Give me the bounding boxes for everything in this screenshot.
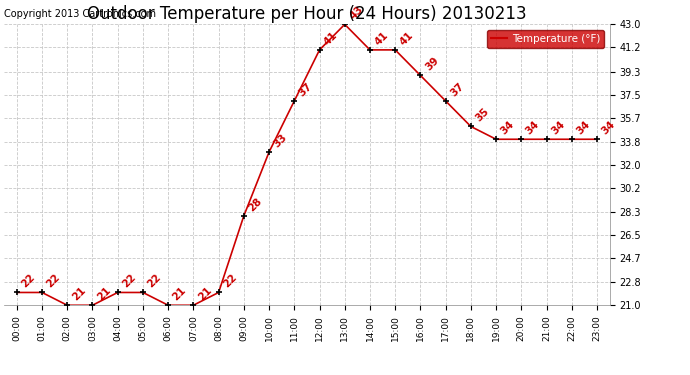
- Text: 22: 22: [121, 272, 138, 290]
- Text: 28: 28: [246, 196, 264, 213]
- Legend: Temperature (°F): Temperature (°F): [487, 30, 604, 48]
- Text: 22: 22: [19, 272, 37, 290]
- Text: 35: 35: [473, 106, 491, 124]
- Text: 22: 22: [45, 272, 62, 290]
- Text: 41: 41: [398, 30, 415, 47]
- Text: 21: 21: [95, 285, 112, 303]
- Text: 33: 33: [272, 132, 289, 149]
- Text: 43: 43: [348, 4, 365, 22]
- Text: 21: 21: [196, 285, 213, 303]
- Text: 41: 41: [322, 30, 339, 47]
- Text: 34: 34: [499, 119, 516, 136]
- Text: 34: 34: [524, 119, 542, 136]
- Text: 34: 34: [549, 119, 566, 136]
- Title: Outdoor Temperature per Hour (24 Hours) 20130213: Outdoor Temperature per Hour (24 Hours) …: [87, 5, 526, 23]
- Text: 34: 34: [600, 119, 618, 136]
- Text: 37: 37: [297, 81, 315, 98]
- Text: 22: 22: [221, 272, 239, 290]
- Text: 21: 21: [171, 285, 188, 303]
- Text: 21: 21: [70, 285, 88, 303]
- Text: 39: 39: [423, 56, 440, 73]
- Text: 34: 34: [575, 119, 592, 136]
- Text: 22: 22: [146, 272, 163, 290]
- Text: 37: 37: [448, 81, 466, 98]
- Text: 41: 41: [373, 30, 390, 47]
- Text: Copyright 2013 Cartronics.com: Copyright 2013 Cartronics.com: [4, 9, 156, 19]
